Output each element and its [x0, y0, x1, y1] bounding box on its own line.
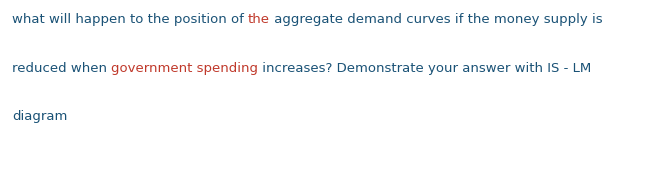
- Text: aggregate demand curves if the money supply is: aggregate demand curves if the money sup…: [270, 13, 602, 26]
- Text: government spending: government spending: [111, 62, 258, 75]
- Text: increases? Demonstrate your answer with IS - LM: increases? Demonstrate your answer with …: [258, 62, 591, 75]
- Text: reduced when: reduced when: [12, 62, 111, 75]
- Text: the: the: [248, 13, 270, 26]
- Text: diagram: diagram: [12, 110, 67, 123]
- Text: what will happen to the position of: what will happen to the position of: [12, 13, 248, 26]
